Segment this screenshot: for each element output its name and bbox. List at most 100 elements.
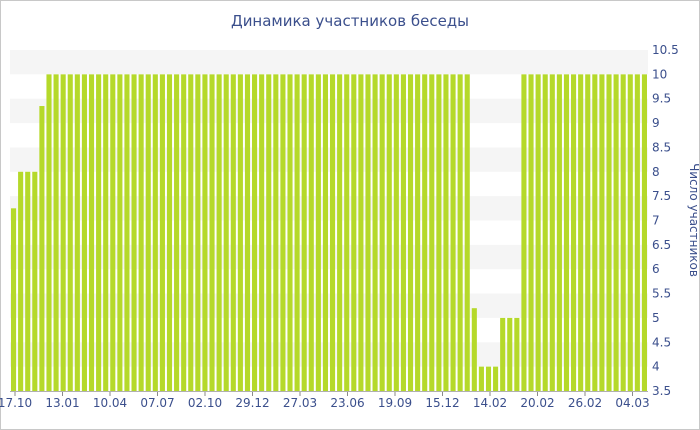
bar (188, 74, 194, 392)
bar (145, 74, 151, 392)
bar (606, 74, 612, 392)
bar (88, 74, 95, 392)
bar (166, 74, 173, 392)
bar (159, 74, 165, 392)
grid-band (10, 293, 648, 318)
bar (117, 74, 123, 392)
x-tick-label: 20.02 (520, 396, 554, 410)
grid-band (10, 98, 648, 124)
bar (415, 74, 421, 392)
bar (96, 74, 102, 392)
bar (379, 74, 385, 392)
bar (400, 74, 406, 392)
x-tick-label: 17.10 (0, 396, 32, 410)
y-tick-label: 4.5 (652, 335, 671, 349)
bar (60, 74, 66, 392)
y-tick-label: 10 (652, 67, 667, 81)
bar (500, 317, 506, 391)
bar (181, 74, 187, 392)
bar (195, 74, 201, 392)
y-tick-label: 8 (652, 165, 660, 179)
bar (485, 366, 492, 391)
bar (252, 74, 258, 392)
bar (563, 74, 570, 392)
bar (138, 74, 144, 392)
bar (592, 74, 598, 392)
bar (372, 74, 378, 392)
bar (223, 74, 229, 392)
bar (407, 74, 414, 392)
bar (301, 74, 307, 392)
bar (393, 74, 399, 392)
bar (386, 74, 392, 392)
bar (259, 74, 265, 392)
bar (67, 74, 73, 392)
x-tick-label: 23.06 (330, 396, 364, 410)
y-tick-label: 9.5 (652, 92, 671, 106)
bar (351, 74, 357, 392)
bar (110, 74, 116, 392)
y-tick-label: 5.5 (652, 287, 671, 301)
x-tick-label: 14.02 (473, 396, 507, 410)
bar (478, 366, 484, 391)
bar (103, 74, 109, 392)
grid-band (10, 342, 648, 367)
bar (152, 74, 158, 392)
bar (365, 74, 371, 392)
bar (315, 74, 321, 392)
bar (131, 74, 137, 392)
bar (174, 74, 180, 392)
bar (471, 308, 477, 391)
bar (457, 74, 463, 392)
bar (10, 208, 17, 391)
bar (542, 74, 548, 392)
bar (280, 74, 286, 392)
y-tick-label: 6.5 (652, 238, 671, 252)
y-tick-label: 6 (652, 262, 660, 276)
y-axis-title: Число участников (687, 163, 700, 277)
x-tick-label: 29.12 (235, 396, 269, 410)
x-tick-label: 07.07 (140, 396, 174, 410)
bar (450, 74, 456, 392)
bar (287, 74, 293, 392)
bar (422, 74, 428, 392)
bar (18, 171, 24, 391)
bar (634, 74, 640, 392)
y-tick-label: 9 (652, 116, 660, 130)
bar (32, 171, 38, 391)
bar (620, 74, 626, 392)
bar (493, 366, 499, 391)
bar (344, 74, 350, 392)
bar (571, 74, 577, 392)
grid-band (10, 196, 648, 221)
chart-title: Динамика участников беседы (230, 12, 470, 30)
bar (322, 74, 328, 392)
y-tick-label: 7.5 (652, 189, 671, 203)
bar (556, 74, 562, 392)
bar (124, 74, 130, 392)
bar (613, 74, 619, 392)
x-tick-label: 27.03 (283, 396, 317, 410)
bar (436, 74, 442, 392)
x-tick-label: 02.10 (188, 396, 222, 410)
bar (230, 74, 236, 392)
bar (535, 74, 541, 392)
y-tick-label: 8.5 (652, 140, 671, 154)
bar-series (10, 74, 647, 392)
bar (549, 74, 555, 392)
bar (237, 74, 243, 392)
bar (358, 74, 364, 392)
bar (514, 317, 520, 391)
bar (641, 74, 647, 392)
bar (627, 74, 633, 392)
bar (39, 106, 45, 392)
x-tick-label: 04.03 (615, 396, 649, 410)
background-bands (10, 50, 648, 367)
bar (521, 74, 527, 392)
bar (273, 74, 279, 392)
bar (464, 74, 470, 392)
bar (507, 317, 513, 391)
bar (202, 74, 208, 392)
x-axis-ticks: 17.10 13.01 10.04 07.07 02.10 29.12 27.03 23.06… (0, 391, 650, 410)
